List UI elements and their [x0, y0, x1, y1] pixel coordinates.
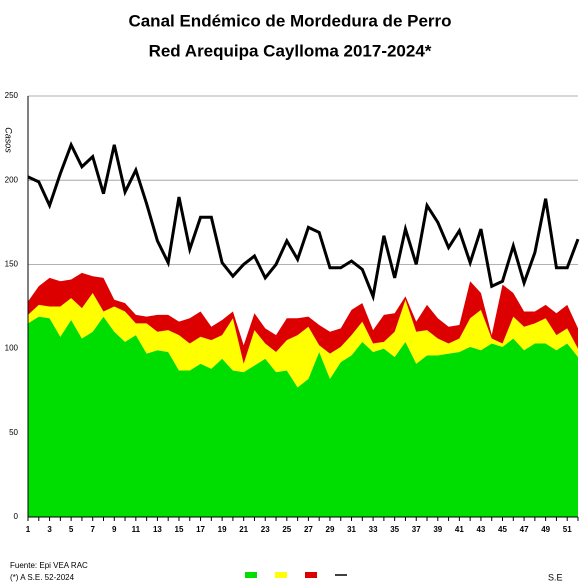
- chart-title: Canal Endémico de Mordedura de Perro: [128, 11, 451, 30]
- x-tick-label: 31: [347, 525, 356, 534]
- chart-subtitle: Red Arequipa Caylloma 2017-2024*: [149, 41, 432, 60]
- x-tick-label: 13: [153, 525, 162, 534]
- source: Fuente: Epi VEA RAC: [10, 561, 88, 570]
- area: [28, 293, 578, 388]
- x-tick-label: 41: [455, 525, 464, 534]
- y-tick-label: 100: [5, 344, 19, 353]
- x-tick-label: 37: [412, 525, 421, 534]
- y-tick-label: 50: [9, 428, 18, 437]
- x-tick-label: 19: [218, 525, 227, 534]
- legend-swatch: [275, 572, 287, 578]
- note: (*) A S.E. 52-2024: [10, 573, 75, 582]
- x-tick-label: 7: [90, 525, 95, 534]
- area: [28, 316, 578, 517]
- line: [27, 141, 580, 302]
- x-tick-label: 35: [390, 525, 399, 534]
- y-tick-label: 200: [5, 175, 19, 184]
- x-tick-label: 51: [563, 525, 572, 534]
- x-tick-label: 15: [175, 525, 184, 534]
- x-tick-label: 27: [304, 525, 313, 534]
- x-tick-label: 25: [282, 525, 291, 534]
- legend-swatch: [245, 572, 257, 578]
- x-tick-label: 21: [239, 525, 248, 534]
- y-tick-label: 250: [5, 91, 19, 100]
- x-tick-label: 33: [369, 525, 378, 534]
- x-tick-label: 9: [112, 525, 117, 534]
- y-axis-label: Casos: [4, 127, 14, 153]
- x-tick-label: 5: [69, 525, 74, 534]
- y-tick-label: 0: [14, 512, 19, 521]
- x-tick-label: 23: [261, 525, 270, 534]
- x-tick-label: 49: [541, 525, 550, 534]
- x-tick-label: 17: [196, 525, 205, 534]
- area: [28, 272, 578, 364]
- x-tick-label: 43: [476, 525, 485, 534]
- x-axis-label: S.E: [548, 572, 563, 582]
- legend-swatch: [305, 572, 317, 578]
- x-tick-label: 47: [520, 525, 529, 534]
- x-tick-label: 29: [326, 525, 335, 534]
- x-tick-label: 1: [26, 525, 31, 534]
- x-tick-label: 39: [433, 525, 442, 534]
- y-tick-label: 150: [5, 260, 19, 269]
- x-tick-label: 11: [132, 525, 141, 534]
- x-tick-label: 45: [498, 525, 507, 534]
- x-tick-label: 3: [47, 525, 52, 534]
